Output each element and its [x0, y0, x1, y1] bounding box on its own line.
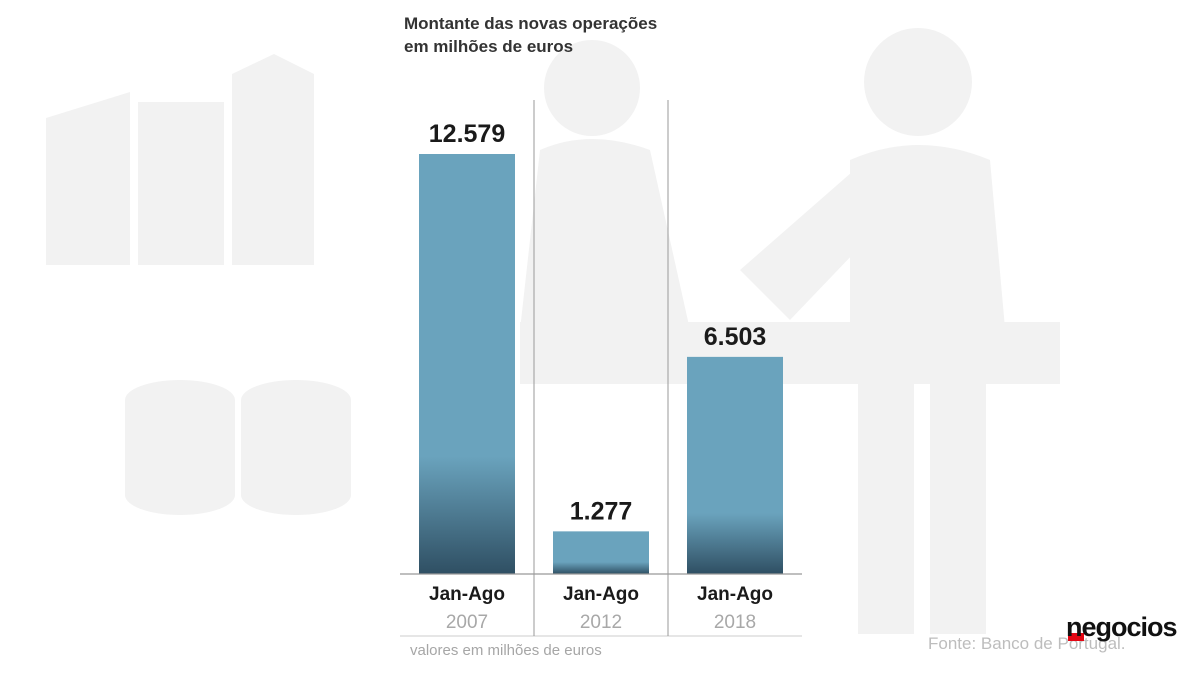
- coins-icon: [125, 380, 351, 515]
- bar-value-label: 1.277: [570, 497, 633, 525]
- x-tick-label: 2007: [446, 612, 488, 633]
- x-tick-label: Jan-Ago: [563, 584, 639, 605]
- brand-accent: [1068, 633, 1084, 641]
- buildings-icon: [46, 54, 314, 265]
- bar: [419, 154, 515, 574]
- dividers-group: [400, 100, 802, 637]
- x-tick-label: 2018: [714, 612, 756, 633]
- bar-value-label: 6.503: [704, 323, 767, 351]
- chart-title: Montante das novas operações em milhões …: [404, 12, 704, 58]
- x-tick-label: Jan-Ago: [429, 584, 505, 605]
- labels-group: 12.579 Jan-Ago 2007 1.277 Jan-Ago 2012 6.503 Ja…: [429, 120, 773, 633]
- chart-title-line: em milhões de euros: [404, 37, 574, 56]
- person-icon: [520, 40, 690, 330]
- person-icon: [740, 28, 1010, 634]
- bar: [687, 356, 783, 574]
- brand-logo: negocios: [1066, 612, 1178, 642]
- footnote: valores em milhões de euros: [410, 642, 602, 659]
- bar-value-label: 12.579: [429, 120, 505, 148]
- bar: [553, 531, 649, 574]
- chart-title-line: Montante das novas operações: [404, 14, 658, 33]
- x-tick-label: Jan-Ago: [697, 584, 773, 605]
- bars-group: [419, 154, 783, 574]
- x-tick-label: 2012: [580, 612, 622, 633]
